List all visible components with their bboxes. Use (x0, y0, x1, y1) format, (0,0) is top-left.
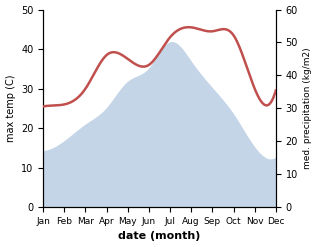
X-axis label: date (month): date (month) (118, 231, 201, 242)
Y-axis label: max temp (C): max temp (C) (5, 75, 16, 142)
Y-axis label: med. precipitation (kg/m2): med. precipitation (kg/m2) (303, 48, 313, 169)
